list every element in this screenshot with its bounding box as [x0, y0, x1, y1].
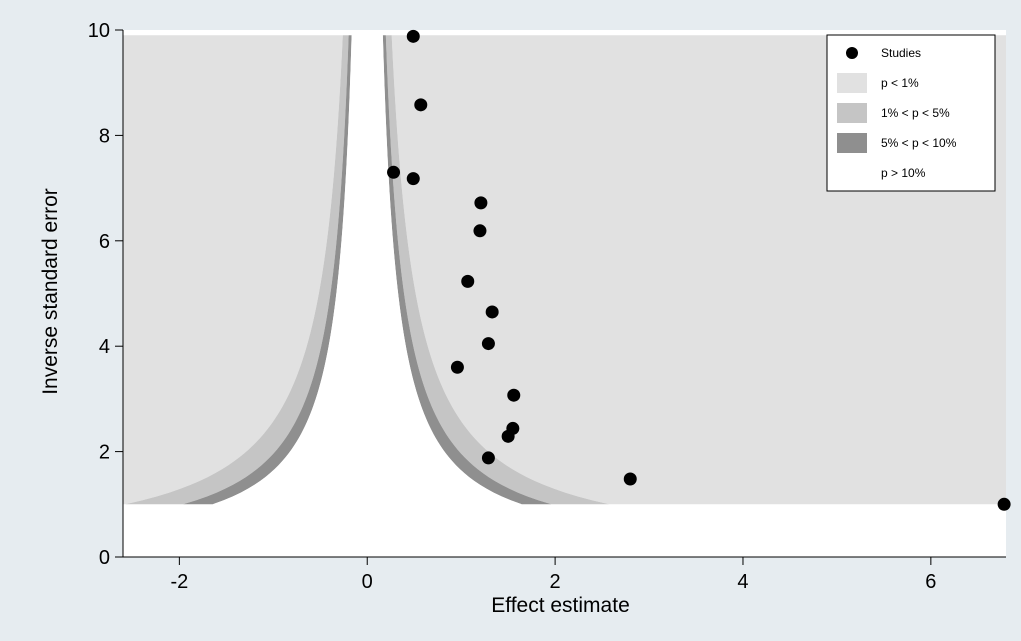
study-point [387, 165, 401, 179]
study-point [485, 305, 499, 319]
study-point [997, 497, 1011, 511]
legend-swatch [837, 103, 867, 123]
region-p-gt-10pct [212, 35, 522, 505]
y-tick-label: 10 [88, 20, 110, 42]
x-axis-ticks: -2 0 2 4 6 [170, 557, 936, 593]
legend-swatch [837, 133, 867, 153]
study-point [481, 337, 495, 351]
study-point [623, 472, 637, 486]
study-point [474, 196, 488, 210]
study-point [406, 172, 420, 186]
legend-label: 1% < p < 5% [881, 106, 950, 120]
region-p-lt-1pct [123, 35, 1006, 505]
x-tick-label: 6 [925, 571, 936, 593]
y-tick-label: 2 [99, 442, 110, 464]
x-tick-label: -2 [170, 571, 188, 593]
study-point [473, 224, 487, 238]
x-tick-label: 2 [550, 571, 561, 593]
axes: -2 0 2 4 6 0 2 4 6 8 10 Effect estimate Inverse s… [39, 20, 1006, 617]
y-axis-ticks: 0 2 4 6 8 10 [88, 20, 123, 569]
y-tick-label: 8 [99, 125, 110, 147]
legend-marker [846, 47, 858, 59]
y-tick-label: 0 [99, 547, 110, 569]
study-point [507, 388, 521, 402]
legend-swatch [837, 73, 867, 93]
study-point [501, 429, 515, 443]
legend: Studies p < 1% 1% < p < 5% 5% < p < 10% p > … [826, 34, 996, 192]
x-tick-label: 4 [737, 571, 748, 593]
study-point [414, 98, 428, 112]
legend-label: 5% < p < 10% [881, 136, 957, 150]
legend-label: p < 1% [881, 76, 919, 90]
legend-label: Studies [881, 46, 921, 60]
study-point [406, 29, 420, 43]
y-axis-title: Inverse standard error [39, 188, 62, 395]
legend-label: p > 10% [881, 166, 926, 180]
x-axis-title: Effect estimate [491, 594, 630, 617]
legend-swatch [837, 163, 867, 183]
study-point [481, 451, 495, 465]
y-tick-label: 6 [99, 231, 110, 253]
study-point [461, 274, 475, 288]
studies-points [387, 29, 1011, 511]
x-tick-label: 0 [362, 571, 373, 593]
study-point [450, 360, 464, 374]
y-tick-label: 4 [99, 336, 110, 358]
